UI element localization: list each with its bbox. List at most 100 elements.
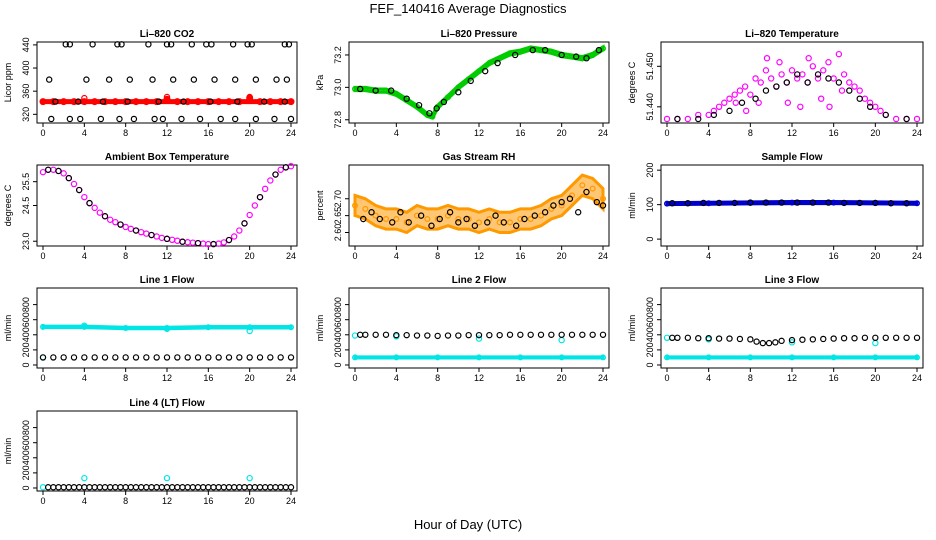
data-point [589, 185, 596, 192]
data-point [825, 75, 832, 82]
data-point [184, 238, 191, 246]
data-point [81, 474, 88, 482]
data-point [753, 338, 760, 345]
data-point [83, 76, 90, 83]
data-point [132, 354, 140, 361]
data-point [179, 238, 186, 245]
panel-title: Line 1 Flow [140, 275, 195, 286]
x-tick-label: 16 [515, 128, 525, 138]
data-point [287, 162, 295, 170]
x-tick-label: 4 [706, 373, 711, 383]
series-1 [39, 323, 295, 332]
x-tick-label: 20 [870, 128, 880, 138]
data-point [695, 115, 702, 123]
data-point [531, 212, 539, 219]
series-2 [669, 199, 910, 207]
x-tick-label: 20 [870, 251, 880, 261]
data-point [521, 215, 528, 223]
data-band [41, 324, 293, 331]
data-point [188, 41, 195, 48]
data-point [179, 484, 186, 491]
data-point [211, 76, 218, 83]
data-point [762, 199, 770, 206]
data-point [148, 484, 155, 491]
x-tick-label: 4 [82, 251, 87, 261]
data-point [830, 354, 837, 361]
data-point [86, 199, 93, 207]
series-3 [669, 334, 921, 347]
plot-frame [36, 410, 298, 492]
data-point [122, 354, 129, 361]
x-tick-label: 20 [557, 128, 567, 138]
data-point [277, 484, 284, 491]
y-tick-label: 51.450 [645, 53, 655, 81]
data-point [236, 484, 243, 491]
data-point [455, 332, 462, 339]
data-point [467, 77, 474, 85]
data-point [252, 115, 260, 123]
data-point [267, 354, 274, 361]
data-point [872, 103, 879, 111]
panel-title: Line 4 (LT) Flow [129, 398, 205, 409]
data-point [66, 41, 74, 48]
data-point [368, 209, 375, 216]
data-point [153, 233, 160, 240]
data-point [830, 75, 837, 82]
data-point [762, 67, 770, 74]
x-tick-label: 8 [435, 373, 440, 383]
data-point [669, 200, 676, 207]
data-point [710, 111, 718, 119]
data-point [122, 484, 129, 491]
data-point [433, 105, 440, 112]
data-point [50, 484, 57, 491]
x-tick-label: 24 [286, 496, 296, 506]
data-point [492, 212, 499, 219]
data-point [362, 205, 369, 212]
data-point [797, 103, 804, 111]
data-point [903, 115, 910, 123]
data-point [778, 337, 785, 345]
y-tick-label: 200 [645, 163, 655, 178]
data-point [814, 75, 822, 82]
panel-6: Sample Flow ml/min 0 4 8 12 16 20 24 0 100 200 [627, 152, 924, 261]
data-point [496, 331, 503, 339]
data-point [726, 95, 733, 102]
series-3 [356, 331, 607, 340]
data-point [663, 115, 671, 123]
data-point [773, 83, 780, 90]
x-tick-label: 16 [829, 251, 839, 261]
data-point [246, 93, 253, 101]
data-point [496, 55, 503, 62]
data-point [840, 199, 848, 207]
data-point [527, 331, 534, 338]
data-point [236, 227, 243, 234]
data-point [252, 76, 260, 83]
x-tick-label: 8 [435, 128, 440, 138]
data-point [383, 216, 390, 223]
panel-title: Ambient Box Temperature [105, 152, 230, 163]
series-1 [39, 474, 253, 491]
data-point [44, 484, 52, 491]
data-point [387, 87, 395, 94]
data-point [507, 219, 514, 226]
data-point [476, 219, 483, 226]
data-point [116, 115, 123, 123]
y-tick-label: 320 [21, 107, 31, 122]
data-point [579, 331, 586, 338]
x-tick-label: 24 [912, 128, 922, 138]
x-tick-label: 0 [664, 251, 669, 261]
data-band [353, 355, 605, 360]
data-point [593, 198, 601, 206]
data-point [500, 219, 507, 226]
data-point [75, 484, 83, 491]
data-point [424, 332, 431, 339]
data-point [60, 170, 67, 177]
data-point [476, 68, 483, 75]
data-point [715, 335, 723, 342]
data-point [62, 41, 69, 48]
data-point [486, 331, 493, 339]
data-point [583, 188, 590, 196]
data-point [511, 51, 519, 59]
data-point [105, 76, 113, 83]
data-point [446, 209, 454, 216]
